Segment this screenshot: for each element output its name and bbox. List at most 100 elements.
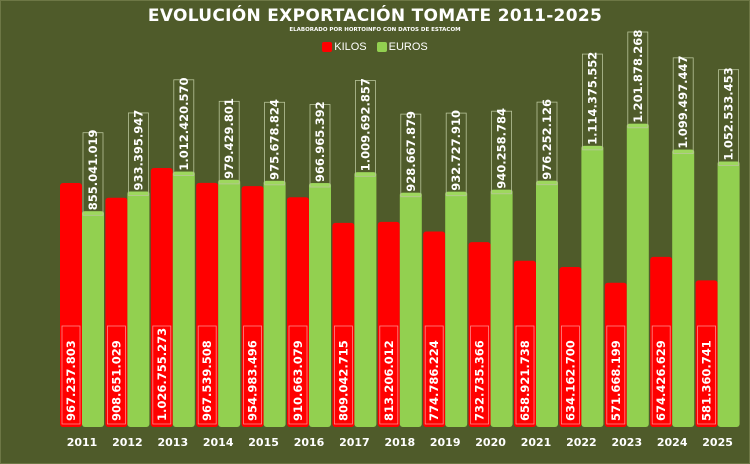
bar-euros-highlight-2023: [626, 123, 649, 128]
x-tick-label-2015: 2015: [248, 436, 279, 449]
data-label-euros-2024: 1.099.497.447: [676, 56, 690, 149]
x-tick-label-2012: 2012: [112, 436, 143, 449]
legend-item-euros: EUROS: [376, 41, 428, 53]
bar-euros-2023: [626, 123, 649, 428]
bar-kilos-2017: [332, 222, 355, 427]
bar-euros-highlight-2019: [445, 191, 468, 196]
data-label-euros-2021: 976.252.126: [540, 99, 554, 180]
bar-euros-highlight-2017: [354, 172, 377, 177]
label-box-kilos-2021: [515, 325, 535, 425]
data-label-kilos-2021: 658.921.738: [518, 340, 532, 421]
bar-euros-highlight-2014: [218, 179, 241, 184]
data-label-kilos-2017: 809.042.715: [336, 340, 350, 421]
data-label-kilos-2013: 1.026.755.273: [155, 328, 169, 421]
bar-euros-highlight-2015: [263, 180, 286, 185]
data-label-euros-2013: 1.012.420.570: [177, 77, 191, 170]
label-box-euros-2012: [127, 112, 149, 196]
label-box-euros-2015: [264, 101, 286, 186]
bar-euros-highlight-2011: [82, 211, 104, 216]
data-label-kilos-2019: 774.786.224: [427, 340, 441, 421]
data-label-kilos-2012: 908.651.029: [109, 340, 123, 421]
bar-euros-2016: [309, 183, 331, 427]
label-box-euros-2019: [445, 112, 467, 197]
bar-euros-2017: [354, 172, 377, 427]
bar-euros-highlight-2013: [172, 171, 195, 176]
bar-euros-highlight-2021: [536, 180, 558, 185]
label-box-euros-2011: [82, 132, 104, 216]
data-label-euros-2022: 1.114.375.552: [585, 52, 599, 145]
legend: KILOS EUROS: [0, 41, 750, 53]
data-label-kilos-2011: 967.237.803: [64, 340, 78, 421]
x-tick-label-2025: 2025: [702, 436, 733, 449]
label-box-euros-2021: [536, 101, 558, 186]
data-label-euros-2023: 1.201.878.268: [631, 30, 645, 123]
data-label-euros-2014: 979.429.801: [222, 98, 236, 179]
label-box-euros-2023: [627, 31, 649, 129]
data-label-euros-2015: 975.678.824: [268, 99, 282, 180]
label-box-kilos-2025: [697, 325, 716, 425]
bar-euros-highlight-2012: [127, 191, 150, 196]
bar-kilos-2020: [468, 242, 491, 427]
bar-euros-highlight-2022: [581, 145, 604, 150]
data-label-euros-2025: 1.052.533.453: [722, 67, 736, 160]
label-box-euros-2018: [400, 113, 422, 198]
bar-euros-2015: [263, 180, 286, 427]
bar-euros-highlight-2024: [672, 149, 695, 154]
x-tick-label-2023: 2023: [611, 436, 642, 449]
bar-kilos-2021: [514, 260, 536, 427]
label-box-euros-2017: [354, 80, 376, 177]
data-label-kilos-2022: 634.162.700: [563, 340, 577, 421]
bar-kilos-2012: [105, 197, 128, 427]
label-box-kilos-2020: [470, 325, 490, 425]
x-tick-label-2022: 2022: [566, 436, 597, 449]
bar-euros-2014: [218, 179, 241, 427]
bar-euros-2013: [172, 171, 195, 427]
label-box-euros-2024: [672, 57, 694, 155]
data-label-kilos-2025: 581.360.741: [700, 340, 714, 421]
bar-kilos-2024: [650, 256, 673, 427]
bar-kilos-2014: [196, 182, 219, 427]
bar-kilos-2025: [695, 280, 718, 427]
label-box-kilos-2012: [107, 325, 126, 425]
legend-swatch-kilos: [322, 42, 333, 52]
data-label-euros-2020: 940.258.784: [495, 108, 509, 189]
bar-euros-highlight-2025: [717, 161, 740, 166]
data-label-kilos-2023: 571.668.199: [609, 340, 623, 421]
bar-euros-2012: [127, 191, 150, 427]
data-label-euros-2011: 855.041.019: [86, 130, 100, 211]
data-label-kilos-2018: 813.206.012: [382, 340, 396, 421]
label-box-euros-2020: [491, 110, 513, 195]
x-tick-label-2014: 2014: [203, 436, 234, 449]
label-box-kilos-2017: [333, 325, 353, 425]
legend-label-euros: EUROS: [388, 41, 428, 53]
data-label-kilos-2016: 910.663.079: [291, 340, 305, 421]
label-box-kilos-2024: [651, 325, 671, 425]
legend-label-kilos: KILOS: [334, 41, 367, 53]
bar-euros-highlight-2020: [490, 189, 513, 194]
bar-euros-highlight-2018: [399, 192, 422, 197]
data-label-kilos-2015: 954.983.496: [246, 340, 260, 421]
data-label-kilos-2020: 732.735.366: [473, 340, 487, 421]
bar-kilos-2011: [60, 183, 82, 427]
data-label-euros-2012: 933.395.947: [131, 110, 145, 191]
bar-euros-2019: [445, 191, 468, 427]
label-box-kilos-2022: [561, 325, 580, 425]
data-label-euros-2018: 928.667.879: [404, 111, 418, 192]
legend-item-kilos: KILOS: [322, 41, 367, 53]
x-tick-label-2021: 2021: [521, 436, 552, 449]
data-label-kilos-2024: 674.426.629: [654, 340, 668, 421]
bar-kilos-2016: [287, 197, 309, 427]
label-box-kilos-2014: [197, 325, 217, 425]
data-label-euros-2016: 966.965.392: [313, 101, 327, 182]
bar-euros-2022: [581, 145, 604, 428]
bar-euros-2025: [717, 161, 740, 427]
bar-kilos-2013: [150, 167, 173, 427]
x-tick-label-2013: 2013: [157, 436, 188, 449]
x-tick-label-2016: 2016: [294, 436, 325, 449]
label-box-kilos-2019: [424, 325, 444, 425]
data-label-kilos-2014: 967.539.508: [200, 340, 214, 421]
label-box-kilos-2018: [379, 325, 399, 425]
legend-swatch-euros: [376, 42, 387, 52]
x-tick-label-2019: 2019: [430, 436, 461, 449]
bar-kilos-2019: [423, 231, 446, 427]
